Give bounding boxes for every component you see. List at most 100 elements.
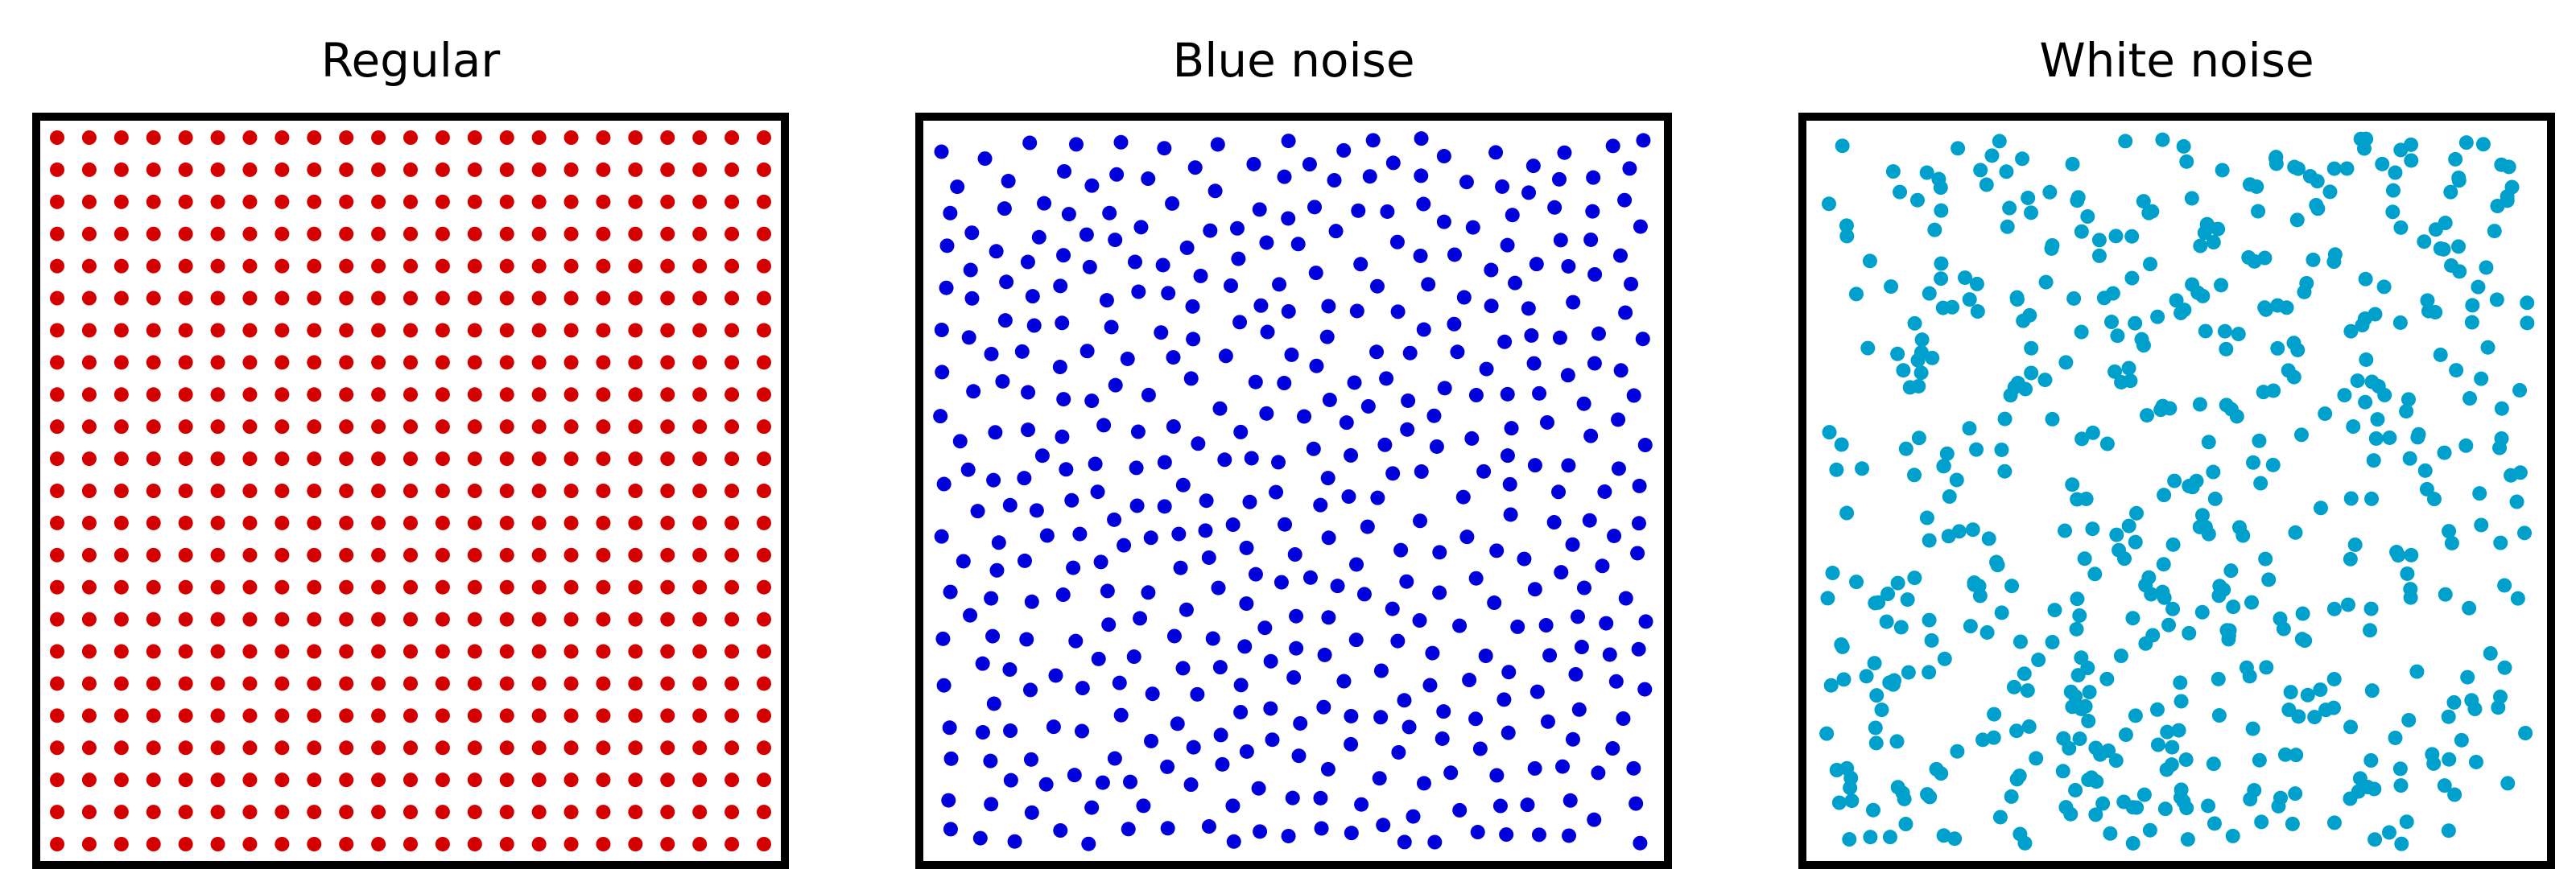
scatter-point [1112,675,1127,690]
scatter-point [2428,222,2443,237]
scatter-point [2155,584,2170,600]
scatter-point [1501,665,1517,680]
scatter-point [2343,491,2359,506]
scatter-point [596,837,611,851]
scatter-point [2393,142,2409,158]
scatter-point [1970,304,1985,319]
scatter-point [2465,298,2480,313]
scatter-point [1022,135,1038,150]
scatter-point [307,773,322,788]
scatter-point [2497,578,2512,593]
scatter-point [307,323,322,338]
scatter-point [50,226,64,241]
scatter-point [2487,224,2502,239]
scatter-point [2367,781,2382,797]
scatter-point [1551,484,1567,500]
scatter-point [1848,286,1864,302]
scatter-point [242,194,258,209]
scatter-point [467,547,482,562]
scatter-point [50,258,64,274]
scatter-point [242,162,258,177]
scatter-point [531,484,547,498]
scatter-point [564,484,579,498]
scatter-point [2207,491,2223,506]
scatter-point [339,451,354,467]
scatter-point [2451,173,2467,188]
scatter-point [1091,651,1106,666]
scatter-point [966,384,981,399]
scatter-point [2364,491,2380,506]
scatter-point [1284,347,1299,362]
scatter-point [1962,292,1977,307]
scatter-point [724,355,740,370]
scatter-point [1969,276,1984,291]
scatter-point [178,740,193,756]
scatter-point [114,740,129,756]
scatter-point [1510,619,1525,634]
scatter-point [1213,727,1228,743]
scatter-point [2441,709,2456,724]
scatter-point [596,451,611,467]
scatter-point [757,290,771,306]
scatter-point [2063,684,2079,699]
scatter-point [596,194,611,209]
scatter-point [435,612,450,627]
scatter-point [2002,200,2017,216]
scatter-point [1320,471,1335,486]
scatter-point [2420,293,2435,308]
scatter-point [989,562,1005,578]
scatter-point [307,226,322,241]
scatter-point [307,805,322,820]
scatter-point [339,708,354,723]
scatter-point [692,708,708,723]
scatter-point [1637,438,1653,453]
scatter-point [1855,461,1870,476]
scatter-point [50,323,64,338]
scatter-point [531,837,547,851]
scatter-point [692,323,708,338]
scatter-point [991,535,1006,550]
scatter-point [1631,641,1646,657]
scatter-point [2306,252,2321,267]
scatter-point [2253,476,2268,491]
scatter-point [1981,531,1996,546]
scatter-point [2214,278,2229,293]
scatter-point [146,130,161,145]
scatter-point [339,162,354,177]
scatter-point [2173,675,2188,690]
scatter-point [2206,235,2221,250]
scatter-point [499,708,514,723]
scatter-point [2108,229,2124,244]
scatter-point [403,162,418,177]
scatter-point [1141,171,1156,187]
scatter-point [2471,279,2486,295]
scatter-point [1133,220,1149,235]
scatter-point [564,579,579,595]
scatter-point [1605,138,1620,154]
scatter-point [2404,547,2419,562]
scatter-point [1487,595,1502,611]
scatter-point [1023,752,1038,767]
scatter-point [307,515,322,530]
scatter-point [1373,663,1389,678]
scatter-point [114,484,129,498]
scatter-point [2392,315,2408,330]
scatter-point [81,451,97,467]
scatter-point [1379,371,1394,386]
scatter-point [596,579,611,595]
scatter-point [961,330,976,345]
scatter-point [2376,279,2392,295]
scatter-point [2474,371,2489,386]
scatter-point [2201,798,2216,814]
scatter-point [50,451,64,467]
scatter-point [499,387,514,402]
scatter-point [1239,744,1254,759]
scatter-point [1979,624,1995,640]
scatter-point [1587,812,1602,827]
scatter-point [757,387,771,402]
scatter-point [146,612,161,627]
scatter-point [1084,393,1100,409]
scatter-point [660,419,675,435]
scatter-point [1191,436,1206,451]
scatter-point [1090,484,1105,500]
